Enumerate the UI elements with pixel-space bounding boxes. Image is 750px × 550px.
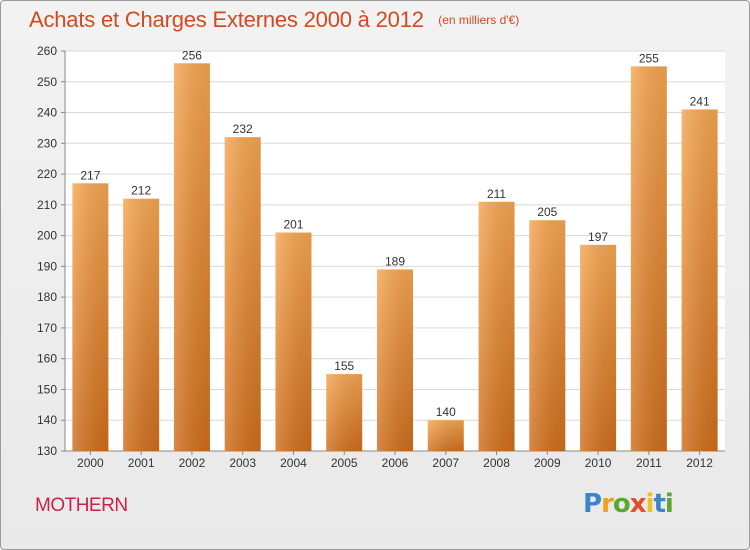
logo-letter: x	[629, 489, 647, 519]
x-tick-label: 2011	[636, 456, 662, 470]
bar-shade	[275, 232, 312, 451]
proxiti-logo: Proxiti	[583, 489, 674, 519]
y-tick-label: 200	[37, 229, 57, 243]
data-label: 255	[639, 51, 659, 65]
logo-letter: o	[612, 489, 631, 519]
data-label: 205	[537, 205, 557, 219]
y-tick-label: 230	[37, 136, 57, 150]
logo-letter: i	[645, 489, 655, 519]
data-label: 197	[588, 230, 608, 244]
bar-shade	[478, 201, 515, 451]
logo-letter: i	[664, 489, 674, 519]
x-tick-label: 2004	[280, 456, 307, 470]
data-label: 155	[334, 359, 354, 373]
y-tick-label: 210	[37, 198, 57, 212]
y-tick-label: 150	[37, 382, 57, 396]
bar-shade	[123, 198, 160, 451]
bar-shade	[681, 109, 718, 451]
x-tick-label: 2010	[585, 456, 612, 470]
bar-shade	[173, 63, 210, 452]
bar-shade	[580, 244, 617, 451]
data-label: 217	[80, 168, 100, 182]
bar-shade	[377, 269, 413, 451]
x-tick-label: 2005	[331, 456, 358, 470]
data-label: 201	[283, 218, 303, 232]
data-label: 212	[131, 184, 151, 198]
x-tick-label: 2009	[534, 456, 561, 470]
y-tick-label: 160	[37, 352, 57, 366]
title-main: Achats et Charges Externes 2000 à 2012	[29, 7, 424, 32]
commune-name: MOTHERN	[35, 495, 128, 516]
y-tick-label: 260	[37, 44, 57, 58]
y-tick-label: 180	[37, 290, 57, 304]
y-tick-label: 170	[37, 321, 57, 335]
x-tick-label: 2012	[686, 456, 713, 470]
x-tick-label: 2001	[128, 456, 155, 470]
y-tick-label: 130	[37, 444, 57, 458]
y-tick-label: 140	[37, 413, 57, 427]
data-label: 140	[436, 405, 456, 419]
logo-letter: P	[583, 489, 602, 519]
y-tick-label: 220	[37, 167, 57, 181]
x-tick-label: 2000	[77, 456, 104, 470]
logo-letter: r	[601, 489, 614, 519]
bar-shade	[427, 420, 464, 451]
data-label: 241	[690, 94, 710, 108]
logo-letter: t	[653, 489, 665, 519]
y-tick-label: 190	[37, 259, 57, 273]
data-label: 232	[233, 122, 253, 136]
data-label: 211	[487, 187, 506, 201]
x-tick-label: 2008	[483, 456, 510, 470]
bar-shade	[630, 66, 667, 451]
title-unit: (en milliers d'€)	[438, 13, 520, 27]
x-tick-label: 2006	[382, 456, 409, 470]
data-label: 256	[182, 48, 202, 62]
y-tick-label: 250	[37, 75, 57, 89]
x-tick-label: 2007	[432, 456, 459, 470]
chart-title: Achats et Charges Externes 2000 à 2012 (…	[29, 7, 519, 33]
x-tick-label: 2002	[179, 456, 206, 470]
x-tick-label: 2003	[229, 456, 256, 470]
bar-shade	[529, 220, 566, 451]
bar-shade	[72, 183, 109, 452]
bar-shade	[326, 374, 363, 451]
data-label: 189	[385, 254, 405, 268]
bar-shade	[224, 137, 261, 451]
y-tick-label: 240	[37, 106, 57, 120]
